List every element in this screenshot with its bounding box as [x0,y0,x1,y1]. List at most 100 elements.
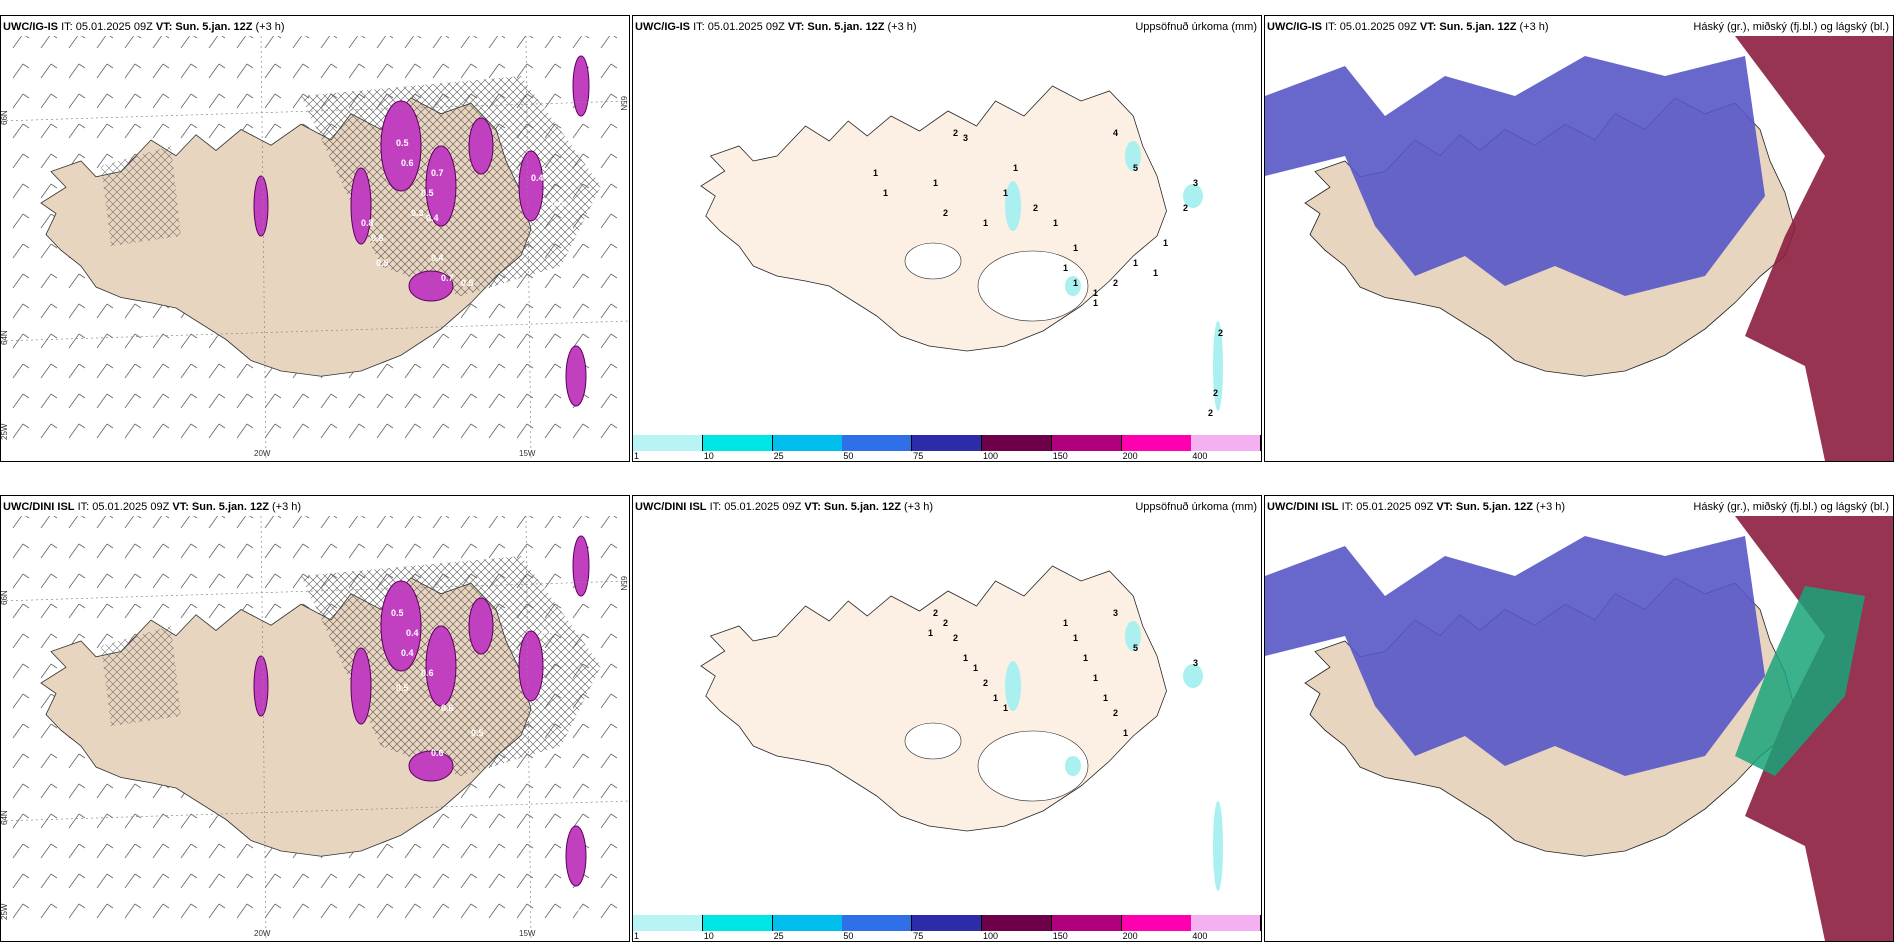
value-label: 1 [1063,618,1068,628]
precip-areas [1005,621,1223,891]
value-label: 3 [963,133,968,143]
value-label: 0.5 [376,258,389,268]
cloud-high [1265,536,1765,776]
value-label: 1 [1003,703,1008,713]
value-label: 0.6 [401,158,414,168]
valid-time-label: VT: [1419,21,1437,33]
value-label: 3 [1113,608,1118,618]
value-label: 0.4 [426,213,439,223]
valid-time-label: VT: [804,501,821,513]
value-label: 0.7 [431,168,444,178]
colorbar-label: 1 [634,451,640,461]
colorbar-label: 25 [773,451,784,461]
valid-time-label: VT: [155,21,173,33]
lon-label-15w: 15W [519,929,536,938]
model-name: UWC/IG-IS [635,21,690,33]
colorbar-label: 150 [1052,931,1068,941]
valid-time-label: VT: [1436,501,1453,513]
colorbar-label: 75 [913,451,924,461]
value-label: 2 [1183,203,1188,213]
lat-label-64: 64N [1,810,9,825]
precip-colorbar: 1 10 25 50 75 100 150 200 400 [633,915,1261,941]
lat-label-64: 64N [1,330,9,345]
lat-label-66: 66N [1,590,9,605]
value-label: 1 [983,218,988,228]
init-time: IT: 05.01.2025 09Z [77,501,170,513]
value-label: 2 [953,633,958,643]
value-label: 0.4 [401,648,414,658]
value-label: 1 [1103,693,1108,703]
panel-r2c1: UWC/DINI ISL IT: 05.01.2025 09Z VT: Sun.… [0,495,630,942]
colorbar-label: 75 [913,931,924,941]
value-label: 0.5 [396,138,409,148]
valid-time: Sun. 5.jan. 12Z [191,501,269,513]
value-label: 0.6 [421,668,434,678]
value-label: 1 [1073,243,1078,253]
value-label: 0.5 [461,278,474,288]
graticule [1,516,629,941]
panel-r1c3: UWC/IG-IS IT: 05.01.2025 09Z VT: Sun. 5.… [1264,15,1894,462]
value-label: 2 [933,608,938,618]
colorbar-label: 100 [983,451,999,461]
lat-label-right: 65N [619,576,628,591]
value-label: 0.4 [531,173,544,183]
value-label: 2 [1213,388,1218,398]
valid-time-label: VT: [172,501,189,513]
value-label: 1 [1003,188,1008,198]
value-label: 1 [1133,258,1138,268]
value-label: 1 [993,693,998,703]
valid-time: Sun. 5.jan. 12Z [175,21,253,33]
value-label: 1 [1053,218,1058,228]
panel-header: UWC/IG-IS IT: 05.01.2025 09Z VT: Sun. 5.… [1267,18,1889,36]
value-label: 5 [1133,643,1138,653]
model-name: UWC/DINI ISL [3,501,75,513]
value-label: 2.8 [576,908,589,918]
panel-title: Háský (gr.), miðský (fj.bl.) og lágský (… [1693,501,1889,513]
value-label: 2 [1033,203,1038,213]
value-label: 1 [1093,298,1098,308]
init-time: IT: 05.01.2025 09Z [1341,501,1434,513]
init-time: IT: 05.01.2025 09Z [61,21,153,33]
panel-title: Uppsöfnuð úrkoma (mm) [1135,501,1257,513]
value-label: 0.8 [361,218,374,228]
colorbar-label: 50 [843,451,854,461]
lon-label-20w: 20W [254,449,271,458]
value-label: 0.5 [541,628,554,638]
valid-time: Sun. 5.jan. 12Z [823,501,901,513]
value-label: 0.5 [396,683,409,693]
value-label: 1 [1093,673,1098,683]
valid-time-label: VT: [787,21,805,33]
value-label: 0.7 [441,273,454,283]
value-label: 0.5 [391,608,404,618]
lat-label-25w: 25W [1,423,9,440]
colorbar-label: 400 [1192,931,1208,941]
valid-time: Sun. 5.jan. 12Z [1455,501,1533,513]
value-label: 5 [1133,163,1138,173]
model-name: UWC/IG-IS [1267,21,1322,33]
value-label: 0.3 [411,208,424,218]
value-label: 2 [1113,278,1118,288]
lead-time: (+3 h) [887,21,917,33]
value-label: 1 [963,653,968,663]
init-time: IT: 05.01.2025 09Z [1325,21,1417,33]
cloud-upper-right [1735,36,1893,461]
panel-title: Háský (gr.), miðský (fj.bl.) og lágský (… [1693,21,1889,33]
colorbar-label: 10 [703,451,714,461]
cloud-green [1735,586,1865,776]
init-time: IT: 05.01.2025 09Z [709,501,802,513]
value-label: 2 [943,618,948,628]
value-label: 3 [1193,178,1198,188]
panel-title: Uppsöfnuð úrkoma (mm) [1135,21,1257,33]
value-label: 1 [1063,263,1068,273]
value-label: 1 [1013,163,1018,173]
value-label: 2 [1113,708,1118,718]
lon-label-15w: 15W [519,449,536,458]
value-label: 2 [1208,408,1213,418]
lat-label-66: 66N [1,110,9,125]
colorbar-label: 1 [634,931,640,941]
cloud-map [1265,516,1893,941]
precip-colorbar: 1 10 25 50 75 100 150 200 400 [633,435,1261,461]
panel-r1c1: UWC/IG-IS IT: 05.01.2025 09Z VT: Sun. 5.… [0,15,630,462]
value-label: 0.5 [421,188,434,198]
